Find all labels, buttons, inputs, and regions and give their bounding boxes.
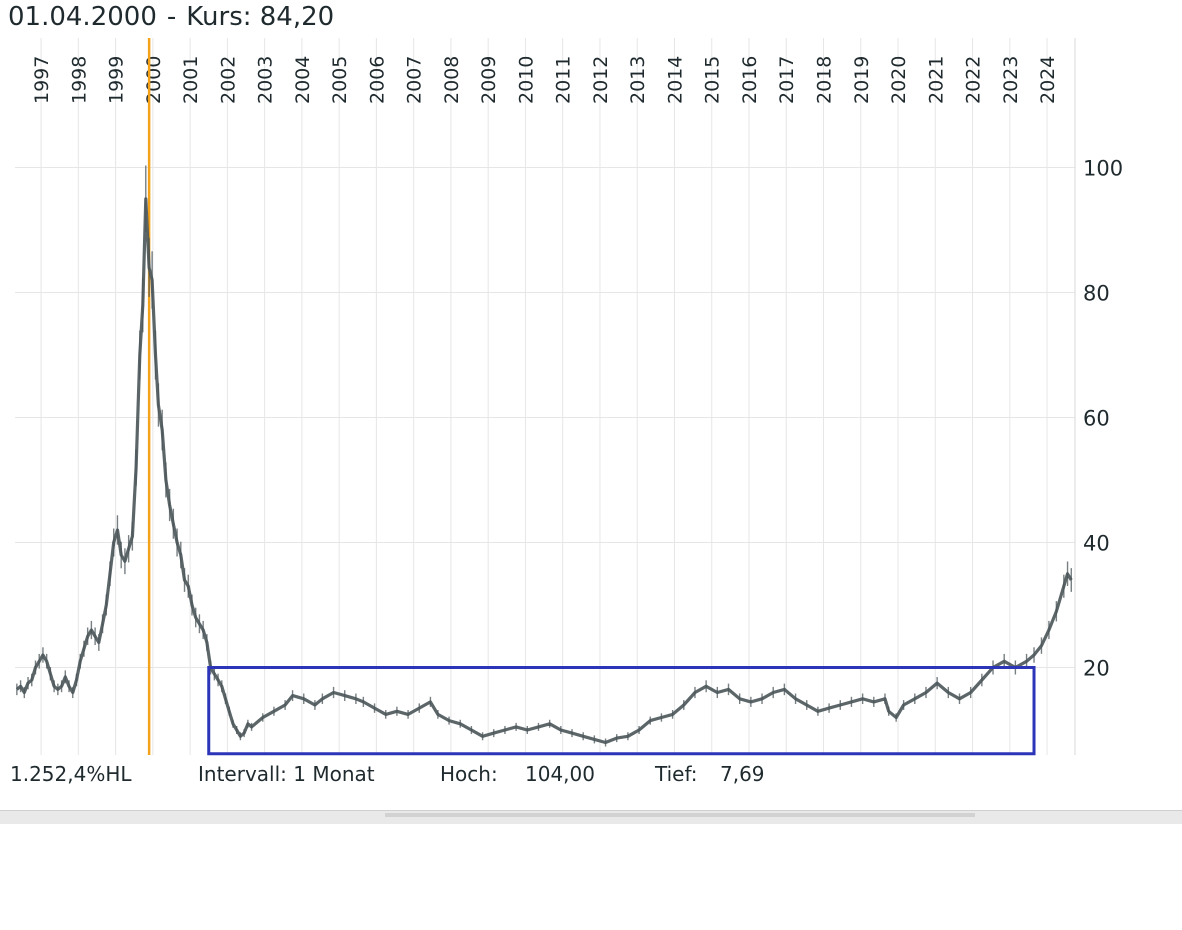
high-label: Hoch: bbox=[440, 762, 498, 786]
x-tick-label: 2012 bbox=[590, 56, 612, 104]
x-tick-label: 2010 bbox=[515, 56, 537, 104]
y-tick-label: 80 bbox=[1083, 282, 1110, 306]
highlight-box[interactable] bbox=[207, 666, 1036, 756]
low-value: 7,69 bbox=[720, 762, 765, 786]
x-tick-label: 2000 bbox=[143, 56, 165, 104]
low-label: Tief: bbox=[655, 762, 698, 786]
x-tick-label: 1999 bbox=[106, 56, 128, 104]
x-tick-label: 2019 bbox=[851, 56, 873, 104]
y-tick-label: 40 bbox=[1083, 532, 1110, 556]
x-tick-label: 2004 bbox=[292, 56, 314, 104]
x-tick-label: 2001 bbox=[180, 56, 202, 104]
price-chart[interactable]: 1997 1998 1999 2000 2001 2002 2003 2004 2005 2006… bbox=[0, 0, 1182, 760]
range-percent: 1.252,4%HL bbox=[10, 762, 132, 786]
x-tick-label: 2009 bbox=[478, 56, 500, 104]
x-tick-label: 2017 bbox=[776, 56, 798, 104]
header-separator: - bbox=[166, 2, 177, 32]
price-series-line bbox=[15, 197, 1073, 745]
scrollbar-thumb[interactable] bbox=[385, 813, 975, 817]
x-tick-label: 2005 bbox=[329, 56, 351, 104]
interval-label[interactable]: Intervall: 1 Monat bbox=[198, 762, 375, 786]
x-tick-label: 2023 bbox=[1000, 56, 1022, 104]
x-tick-label: 2003 bbox=[255, 56, 277, 104]
y-tick-label: 100 bbox=[1083, 157, 1123, 181]
cursor-date: 01.04.2000 bbox=[8, 2, 157, 32]
x-tick-label: 2013 bbox=[627, 56, 649, 104]
y-tick-label: 60 bbox=[1083, 407, 1110, 431]
chart-header: 01.04.2000- Kurs: 84,20 bbox=[8, 0, 334, 34]
x-tick-label: 2020 bbox=[888, 56, 910, 104]
x-tick-label: 2011 bbox=[553, 56, 575, 104]
x-tick-label: 1997 bbox=[31, 56, 53, 104]
y-tick-label: 20 bbox=[1083, 657, 1110, 681]
x-tick-label: 2016 bbox=[739, 56, 761, 104]
x-tick-label: 2022 bbox=[963, 56, 985, 104]
chart-footer: 1.252,4%HL Intervall: 1 Monat Hoch: 104,… bbox=[10, 762, 765, 792]
x-tick-label: 2006 bbox=[366, 56, 388, 104]
x-tick-label: 2008 bbox=[441, 56, 463, 104]
x-tick-label: 2021 bbox=[925, 56, 947, 104]
x-tick-label: 2007 bbox=[404, 56, 426, 104]
x-tick-label: 2024 bbox=[1037, 56, 1059, 104]
x-tick-label: 2014 bbox=[664, 56, 686, 104]
x-tick-label: 1998 bbox=[68, 56, 90, 104]
high-value: 104,00 bbox=[525, 762, 595, 786]
horizontal-scrollbar[interactable] bbox=[0, 810, 1182, 824]
x-tick-label: 2018 bbox=[814, 56, 836, 104]
cursor-price: Kurs: 84,20 bbox=[186, 2, 335, 32]
x-tick-label: 2015 bbox=[702, 56, 724, 104]
x-tick-label: 2002 bbox=[217, 56, 239, 104]
